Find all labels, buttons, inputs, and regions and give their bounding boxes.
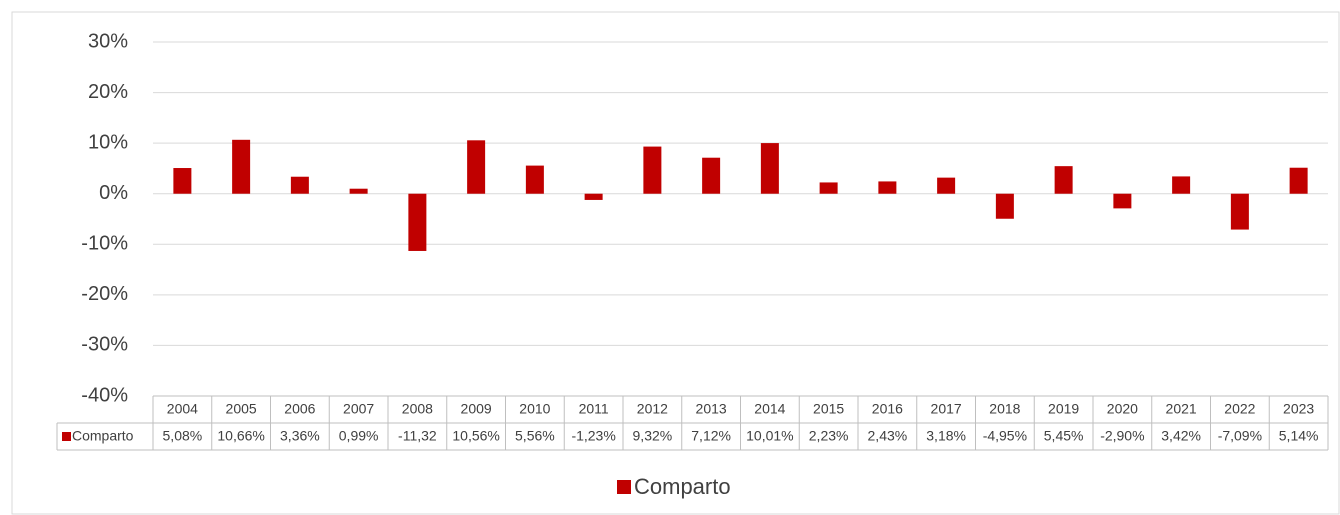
x-tick-label: 2013: [696, 401, 727, 417]
bar: [173, 168, 192, 194]
y-tick-label: 0%: [99, 182, 128, 204]
data-label: -11,32: [398, 428, 437, 444]
x-tick-label: 2009: [461, 401, 492, 417]
data-label: 9,32%: [633, 428, 673, 444]
data-label: 5,45%: [1044, 428, 1084, 444]
x-tick-label: 2010: [519, 401, 550, 417]
y-tick-label: 20%: [88, 81, 128, 103]
legend-key: [617, 480, 631, 494]
bar: [525, 165, 544, 194]
bar: [760, 143, 779, 194]
data-label: -1,23%: [571, 428, 615, 444]
x-tick-label: 2012: [637, 401, 668, 417]
x-tick-label: 2023: [1283, 401, 1314, 417]
x-tick-label: 2006: [284, 401, 315, 417]
data-label: 10,66%: [217, 428, 264, 444]
y-tick-label: -10%: [81, 233, 128, 255]
data-label: -7,09%: [1218, 428, 1262, 444]
x-tick-label: 2021: [1166, 401, 1197, 417]
bar: [1289, 167, 1308, 194]
data-label: 10,56%: [452, 428, 499, 444]
data-label: 10,01%: [746, 428, 793, 444]
data-label: 7,12%: [691, 428, 731, 444]
x-tick-label: 2020: [1107, 401, 1138, 417]
bar: [819, 182, 838, 194]
data-label: 5,08%: [163, 428, 203, 444]
bar: [232, 139, 251, 194]
bar: [349, 188, 368, 194]
table-legend-key: [62, 432, 71, 441]
legend-label: Comparto: [634, 474, 731, 499]
x-tick-label: 2022: [1224, 401, 1255, 417]
y-tick-label: -20%: [81, 283, 128, 305]
data-label: 5,56%: [515, 428, 555, 444]
data-label: 0,99%: [339, 428, 379, 444]
bar: [584, 193, 603, 200]
chart-border: [11, 11, 1340, 515]
bar: [467, 140, 486, 194]
x-tick-label: 2014: [754, 401, 785, 417]
bar: [937, 177, 956, 194]
data-label: 5,14%: [1279, 428, 1319, 444]
bar: [408, 193, 427, 251]
bar: [1113, 193, 1132, 209]
x-tick-label: 2019: [1048, 401, 1079, 417]
data-label: 3,36%: [280, 428, 320, 444]
x-tick-label: 2007: [343, 401, 374, 417]
x-tick-label: 2011: [579, 401, 609, 417]
bar: [878, 181, 897, 194]
bar: [1054, 166, 1073, 194]
table-row-header: Comparto: [72, 428, 134, 444]
data-label: 3,42%: [1161, 428, 1201, 444]
x-tick-label: 2008: [402, 401, 433, 417]
bar: [702, 157, 721, 194]
data-label: 3,18%: [926, 428, 966, 444]
y-tick-label: 30%: [88, 30, 128, 52]
bar: [1230, 193, 1249, 230]
bar: [1172, 176, 1191, 194]
y-tick-label: -40%: [81, 384, 128, 406]
x-tick-label: 2018: [989, 401, 1020, 417]
x-tick-label: 2017: [931, 401, 962, 417]
bar: [995, 193, 1014, 219]
x-tick-label: 2004: [167, 401, 198, 417]
bar: [290, 176, 309, 194]
bar: [643, 146, 662, 194]
x-tick-label: 2016: [872, 401, 903, 417]
data-label: -4,95%: [983, 428, 1027, 444]
data-label: 2,43%: [868, 428, 908, 444]
y-tick-label: -30%: [81, 334, 128, 356]
x-tick-label: 2015: [813, 401, 844, 417]
x-tick-label: 2005: [226, 401, 257, 417]
data-label: -2,90%: [1100, 428, 1144, 444]
data-label: 2,23%: [809, 428, 849, 444]
y-tick-label: 10%: [88, 131, 128, 153]
